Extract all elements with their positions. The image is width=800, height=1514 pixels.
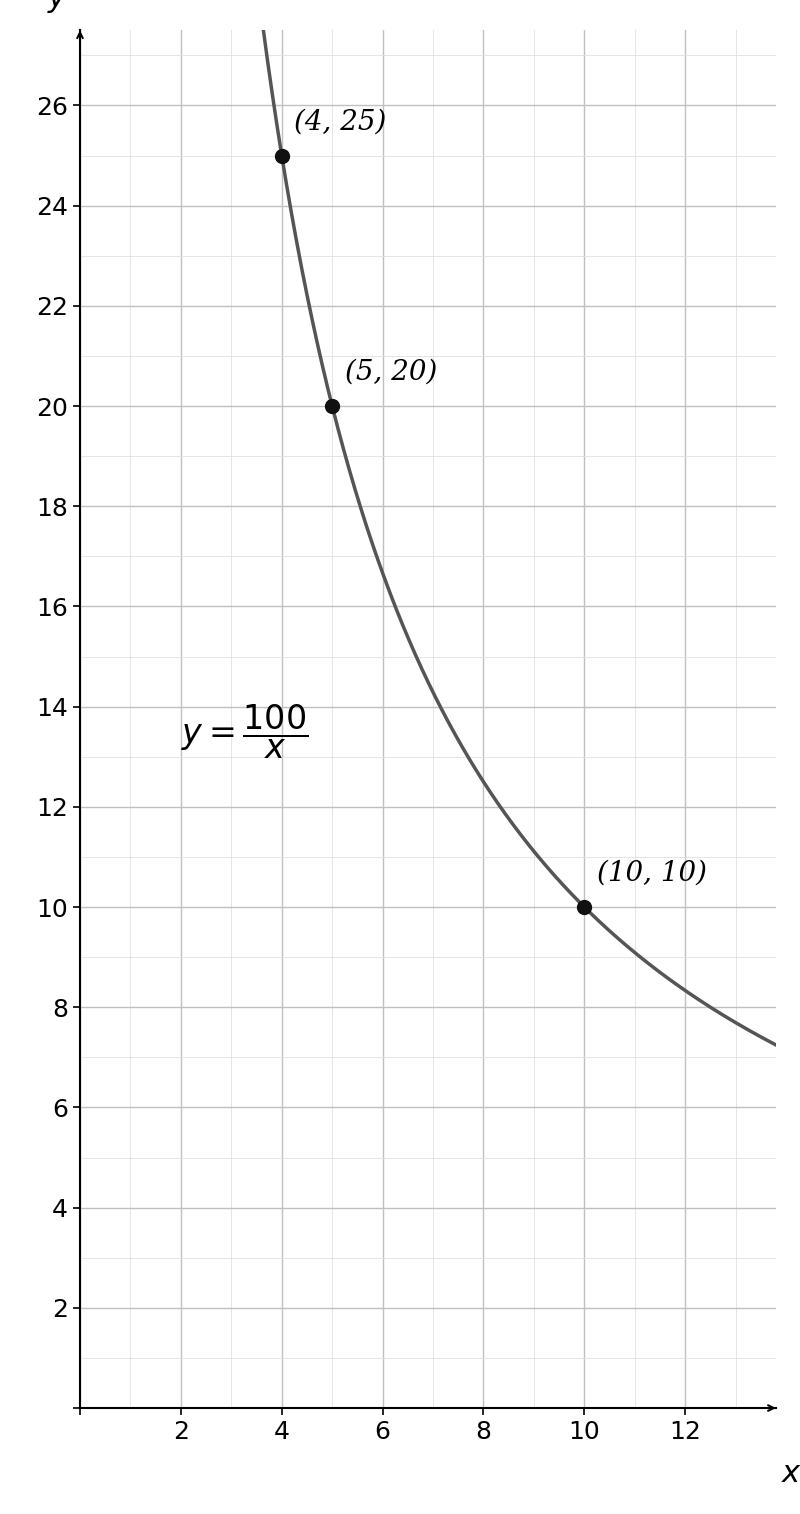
- Point: [275, 144, 288, 168]
- Text: (5, 20): (5, 20): [345, 359, 437, 386]
- Text: (10, 10): (10, 10): [597, 860, 707, 887]
- Point: [578, 895, 590, 919]
- Text: (4, 25): (4, 25): [294, 109, 386, 135]
- Text: $x$: $x$: [781, 1458, 800, 1488]
- Point: [326, 394, 338, 418]
- Text: $y$: $y$: [46, 0, 68, 15]
- Text: $y = \dfrac{100}{x}$: $y = \dfrac{100}{x}$: [181, 702, 308, 762]
